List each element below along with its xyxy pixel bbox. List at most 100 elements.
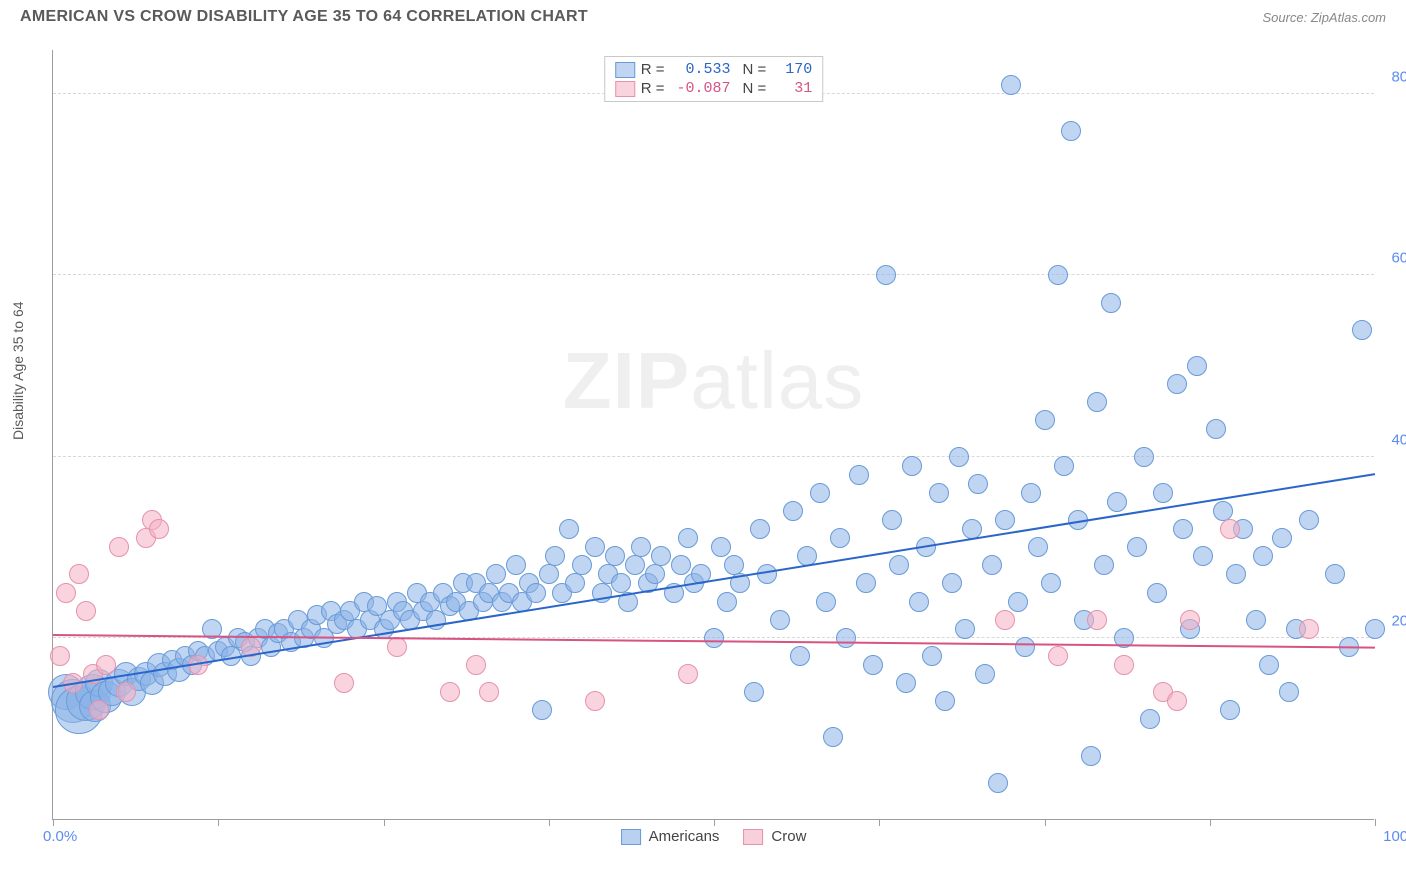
x-tick — [1045, 819, 1046, 826]
n-value: 31 — [772, 80, 812, 97]
scatter-point — [565, 573, 585, 593]
scatter-point — [849, 465, 869, 485]
x-tick — [1210, 819, 1211, 826]
scatter-point — [909, 592, 929, 612]
gridline — [53, 456, 1374, 457]
scatter-point — [89, 700, 109, 720]
r-value: -0.087 — [671, 80, 731, 97]
scatter-point — [1127, 537, 1147, 557]
scatter-point — [830, 528, 850, 548]
scatter-point — [572, 555, 592, 575]
scatter-point — [526, 583, 546, 603]
n-label: N = — [743, 80, 767, 97]
scatter-point — [645, 564, 665, 584]
scatter-point — [1061, 121, 1081, 141]
scatter-point — [96, 655, 116, 675]
scatter-point — [1167, 691, 1187, 711]
scatter-point — [506, 555, 526, 575]
x-tick — [714, 819, 715, 826]
scatter-point — [1167, 374, 1187, 394]
scatter-point — [1087, 610, 1107, 630]
scatter-point — [532, 700, 552, 720]
scatter-point — [1173, 519, 1193, 539]
scatter-point — [559, 519, 579, 539]
correlation-legend: R =0.533N =170R =-0.087N =31 — [604, 56, 824, 102]
scatter-point — [783, 501, 803, 521]
scatter-point — [631, 537, 651, 557]
scatter-point — [889, 555, 909, 575]
scatter-point — [1259, 655, 1279, 675]
scatter-point — [545, 546, 565, 566]
scatter-point — [704, 628, 724, 648]
scatter-point — [929, 483, 949, 503]
scatter-point — [479, 682, 499, 702]
scatter-point — [1187, 356, 1207, 376]
legend-label: Americans — [649, 828, 720, 845]
scatter-point — [1246, 610, 1266, 630]
scatter-point — [1180, 610, 1200, 630]
x-tick-label: 100.0% — [1383, 828, 1406, 845]
scatter-point — [1081, 746, 1101, 766]
scatter-point — [724, 555, 744, 575]
scatter-point — [1101, 293, 1121, 313]
scatter-point — [1021, 483, 1041, 503]
r-value: 0.533 — [671, 61, 731, 78]
scatter-point — [605, 546, 625, 566]
scatter-chart: ZIPatlas 20.0%40.0%60.0%80.0%0.0%100.0%R… — [52, 50, 1374, 820]
y-tick-label: 80.0% — [1391, 69, 1406, 86]
scatter-point — [1253, 546, 1273, 566]
scatter-point — [334, 673, 354, 693]
scatter-point — [1094, 555, 1114, 575]
scatter-point — [116, 682, 136, 702]
y-tick-label: 60.0% — [1391, 250, 1406, 267]
header: AMERICAN VS CROW DISABILITY AGE 35 TO 64… — [0, 0, 1406, 30]
scatter-point — [109, 537, 129, 557]
legend-swatch — [743, 829, 763, 845]
x-tick — [53, 819, 54, 826]
scatter-point — [1140, 709, 1160, 729]
x-tick — [879, 819, 880, 826]
scatter-point — [1279, 682, 1299, 702]
scatter-point — [770, 610, 790, 630]
scatter-point — [611, 573, 631, 593]
scatter-point — [836, 628, 856, 648]
scatter-point — [711, 537, 731, 557]
scatter-point — [856, 573, 876, 593]
scatter-point — [949, 447, 969, 467]
scatter-point — [1220, 519, 1240, 539]
scatter-point — [1008, 592, 1028, 612]
scatter-point — [56, 583, 76, 603]
scatter-point — [1272, 528, 1292, 548]
scatter-point — [1028, 537, 1048, 557]
scatter-point — [1087, 392, 1107, 412]
scatter-point — [995, 510, 1015, 530]
scatter-point — [790, 646, 810, 666]
r-label: R = — [641, 61, 665, 78]
scatter-point — [810, 483, 830, 503]
scatter-point — [922, 646, 942, 666]
scatter-point — [625, 555, 645, 575]
scatter-point — [671, 555, 691, 575]
scatter-point — [1147, 583, 1167, 603]
legend-swatch — [615, 81, 635, 97]
x-tick — [549, 819, 550, 826]
y-axis-label: Disability Age 35 to 64 — [10, 301, 26, 440]
scatter-point — [744, 682, 764, 702]
x-tick-label: 0.0% — [43, 828, 77, 845]
scatter-point — [876, 265, 896, 285]
x-tick — [1375, 819, 1376, 826]
gridline — [53, 274, 1374, 275]
scatter-point — [1041, 573, 1061, 593]
scatter-point — [1299, 619, 1319, 639]
scatter-point — [76, 601, 96, 621]
source-attribution: Source: ZipAtlas.com — [1262, 10, 1386, 25]
scatter-point — [1134, 447, 1154, 467]
y-tick-label: 40.0% — [1391, 431, 1406, 448]
scatter-point — [486, 564, 506, 584]
scatter-point — [935, 691, 955, 711]
scatter-point — [149, 519, 169, 539]
scatter-point — [585, 691, 605, 711]
scatter-point — [1153, 483, 1173, 503]
scatter-point — [1054, 456, 1074, 476]
scatter-point — [955, 619, 975, 639]
